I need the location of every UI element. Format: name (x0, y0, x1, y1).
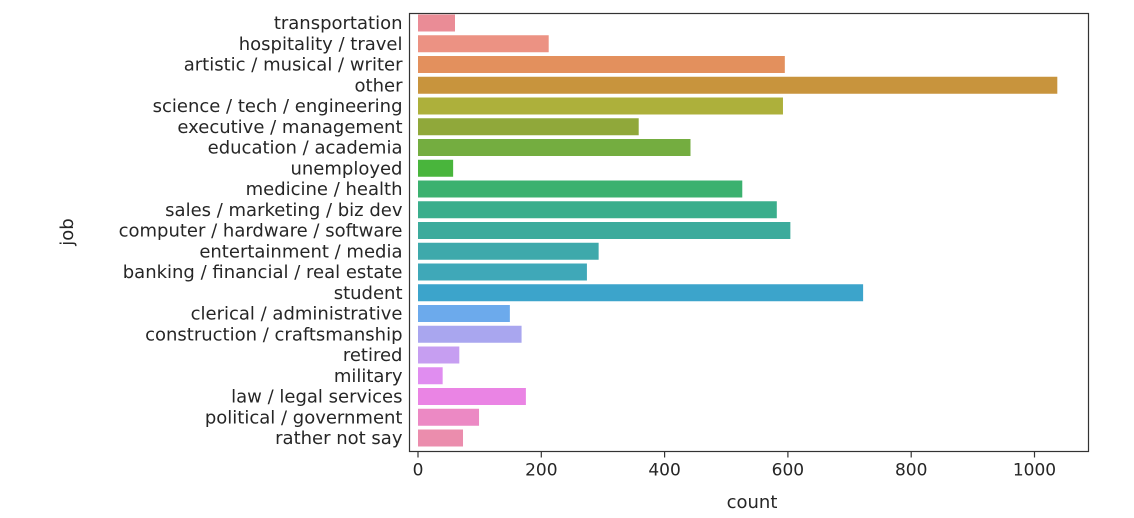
bar-16 (418, 346, 460, 364)
x-tick-label: 1000 (1013, 461, 1056, 481)
bar-1 (418, 35, 549, 53)
category-label: sales / marketing / biz dev (165, 200, 403, 221)
category-label: construction / craftsmanship (145, 324, 402, 345)
category-label: rather not say (275, 428, 403, 449)
plot-frame (408, 12, 1090, 453)
bar-9 (418, 201, 777, 219)
bar-8 (418, 180, 743, 198)
bar-13 (418, 284, 864, 302)
category-label: science / tech / engineering (153, 96, 403, 117)
category-label: hospitality / travel (239, 34, 403, 55)
x-ticks: 0 200 400 600 800 1000 (413, 451, 1056, 481)
category-label: artistic / musical / writer (184, 55, 403, 76)
bar-0 (418, 14, 455, 32)
bar-4 (418, 97, 783, 115)
category-label: military (334, 366, 403, 387)
bars-layer (418, 14, 1058, 447)
bar-7 (418, 159, 454, 177)
bar-18 (418, 388, 526, 405)
x-tick-label: 200 (525, 461, 557, 481)
category-label: education / academia (208, 138, 403, 159)
bar-5 (418, 118, 639, 136)
bar-19 (418, 408, 480, 426)
bar-10 (418, 222, 791, 239)
bar-14 (418, 305, 510, 322)
bar-3 (418, 76, 1058, 94)
bar-11 (418, 242, 599, 260)
x-tick-label: 400 (648, 461, 680, 481)
category-label: unemployed (290, 158, 402, 179)
x-tick-label: 800 (895, 461, 927, 481)
bar-20 (418, 429, 464, 447)
bar-12 (418, 263, 587, 281)
category-label: medicine / health (246, 179, 403, 200)
y-axis-label: job (57, 218, 78, 246)
category-label: executive / management (177, 117, 402, 138)
category-label: transportation (274, 13, 403, 34)
category-label: clerical / administrative (191, 304, 403, 325)
bar-6 (418, 139, 691, 156)
category-label: banking / financial / real estate (123, 262, 403, 283)
category-label: political / government (205, 407, 403, 428)
category-label: student (334, 283, 403, 304)
x-tick-label: 0 (413, 461, 424, 481)
bar-17 (418, 367, 443, 385)
category-label: other (355, 75, 404, 96)
category-label: computer / hardware / software (119, 221, 403, 242)
category-label: retired (343, 345, 403, 366)
x-tick-label: 600 (772, 461, 804, 481)
bar-15 (418, 325, 522, 343)
category-label: law / legal services (231, 387, 402, 408)
category-label: entertainment / media (199, 241, 402, 262)
bar-2 (418, 56, 785, 73)
x-axis-label: count (727, 492, 778, 513)
